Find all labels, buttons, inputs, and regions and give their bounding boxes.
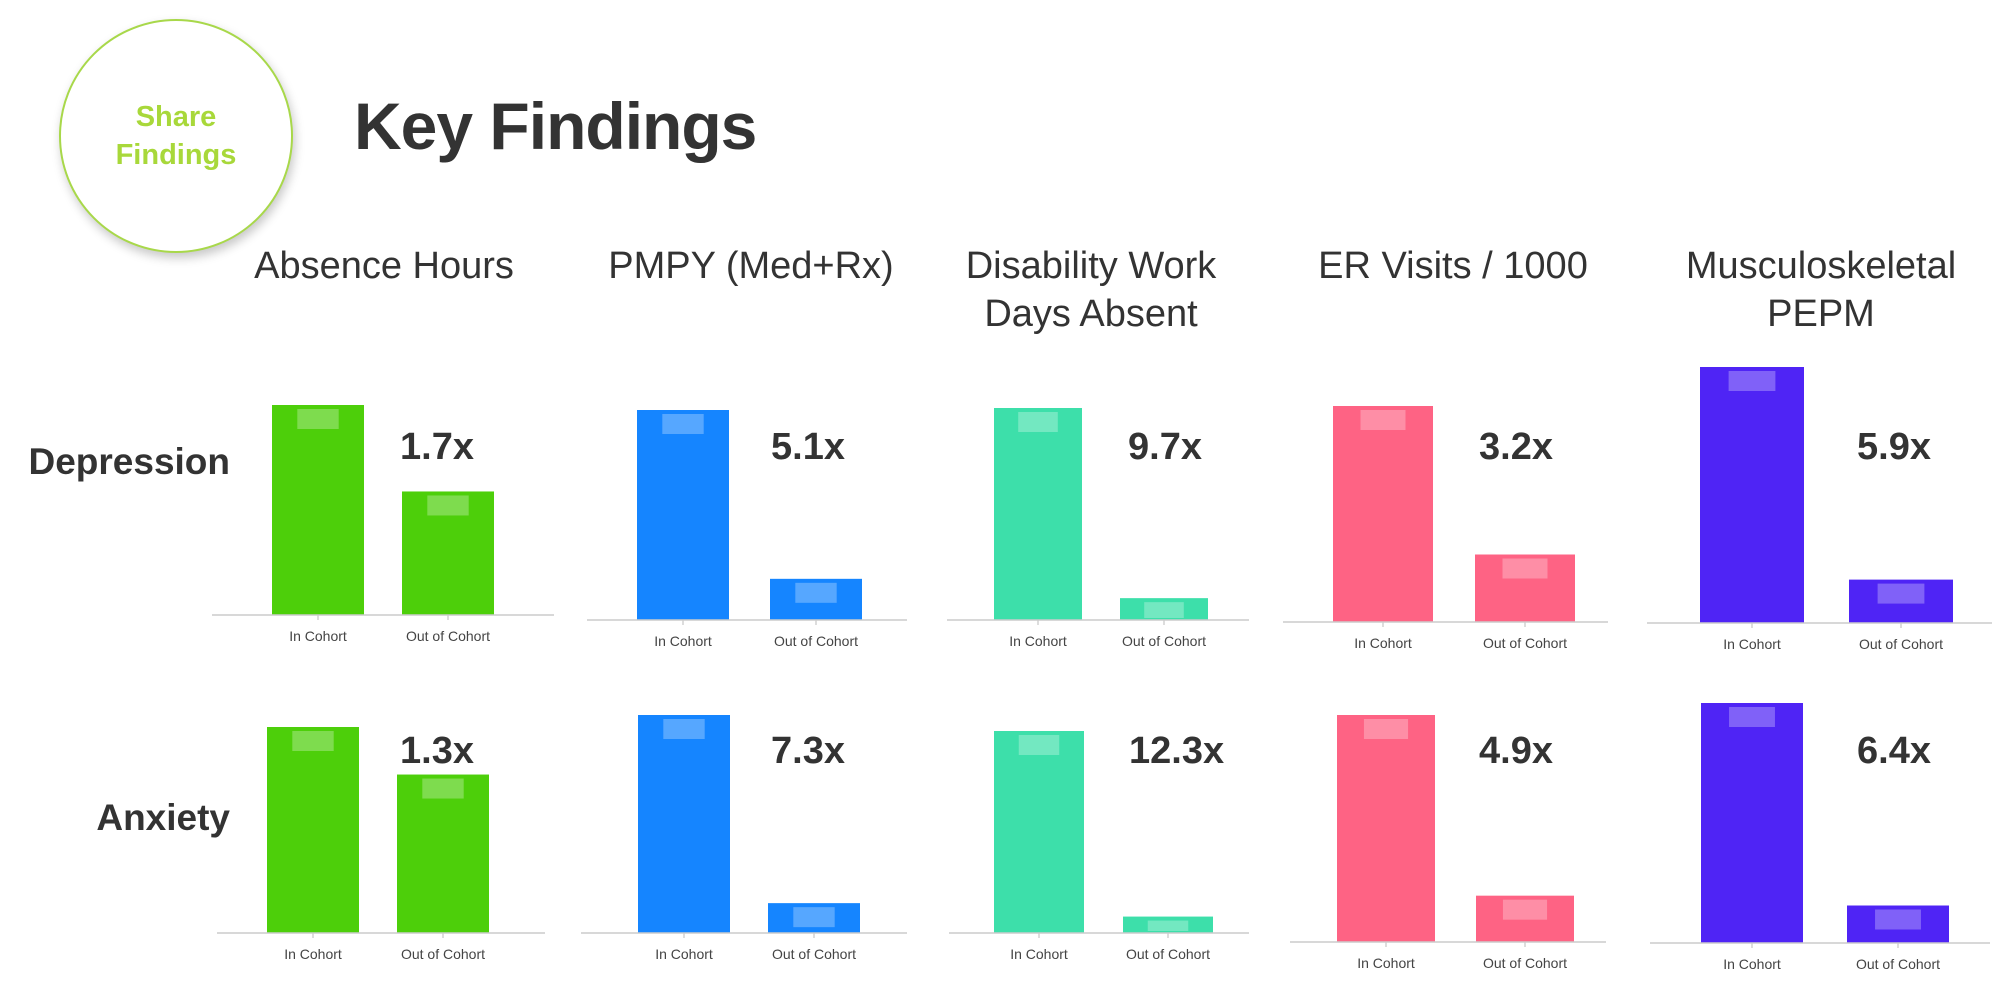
blurred-value-label [795,582,837,603]
x-tick-label: Out of Cohort [406,628,490,644]
column-title-absence-hours: Absence Hours [254,245,514,287]
bar-in-cohort-anxiety-pmpy-med-rx [638,715,730,933]
blurred-value-label [1877,583,1925,604]
blurred-value-label [1018,412,1058,432]
blurred-value-label [1363,719,1409,739]
x-tick-label: In Cohort [1723,956,1781,972]
share-findings-badge: Share Findings [59,19,293,253]
x-tick-label: Out of Cohort [401,946,485,962]
row-label-anxiety: Anxiety [96,797,230,838]
badge-label: Share Findings [115,101,237,171]
chart-depression-absence-hours: In Cohort Out of Cohort [212,405,554,644]
x-tick-label: Out of Cohort [772,946,856,962]
multiplier-anxiety-er-visits-1000: 4.9x [1479,730,1553,772]
x-tick-label: Out of Cohort [1483,635,1567,651]
chart-depression-er-visits-1000: In Cohort Out of Cohort [1283,406,1608,651]
blurred-value-label [1502,558,1548,579]
x-tick-label: Out of Cohort [1856,956,1940,972]
x-tick-label: Out of Cohort [1122,633,1206,649]
blurred-value-label [793,907,835,928]
chart-anxiety-disability-work-days-absent: In Cohort Out of Cohort [949,731,1249,962]
row-label-depression: Depression [28,441,230,482]
blurred-value-label [422,778,464,799]
blurred-value-label [662,414,704,434]
multiplier-depression-er-visits-1000: 3.2x [1479,426,1553,468]
bar-in-cohort-anxiety-disability-work-days-absent [994,731,1084,933]
chart-depression-pmpy-med-rx: In Cohort Out of Cohort [587,410,907,649]
bar-out-of-cohort-depression-absence-hours [402,491,494,615]
bar-out-of-cohort-depression-pmpy-med-rx [770,578,862,620]
blurred-value-label [427,495,469,516]
bar-out-of-cohort-depression-er-visits-1000 [1475,554,1575,622]
bar-out-of-cohort-depression-disability-work-days-absent [1120,598,1208,620]
column-title-er-visits: ER Visits / 1000 [1318,245,1588,287]
x-tick-label: In Cohort [284,946,342,962]
bar-out-of-cohort-anxiety-absence-hours [397,774,489,933]
column-title-musculoskeletal: Musculoskeletal PEPM [1685,245,1957,335]
blurred-value-label [1147,920,1189,931]
x-tick-label: Out of Cohort [774,633,858,649]
multiplier-depression-musculoskeletal-pepm: 5.9x [1857,426,1931,468]
bar-out-of-cohort-anxiety-disability-work-days-absent [1123,916,1213,933]
x-tick-label: In Cohort [1009,633,1067,649]
chart-anxiety-er-visits-1000: In Cohort Out of Cohort [1290,715,1606,971]
chart-depression-musculoskeletal-pepm: In Cohort Out of Cohort [1647,367,1992,652]
bar-in-cohort-depression-musculoskeletal-pepm [1700,367,1804,623]
x-tick-label: In Cohort [1354,635,1412,651]
multiplier-anxiety-disability-work-days-absent: 12.3x [1129,730,1225,772]
blurred-value-label [1502,899,1548,920]
blurred-value-label [1018,735,1060,755]
blurred-value-label [663,719,705,739]
x-tick-label: In Cohort [655,946,713,962]
x-tick-label: In Cohort [654,633,712,649]
multiplier-depression-pmpy-med-rx: 5.1x [771,426,845,468]
chart-depression-disability-work-days-absent: In Cohort Out of Cohort [947,408,1249,649]
x-tick-label: Out of Cohort [1126,946,1210,962]
column-title-pmpy: PMPY (Med+Rx) [608,245,894,287]
x-tick-label: In Cohort [1723,636,1781,652]
bar-in-cohort-anxiety-absence-hours [267,727,359,933]
bar-out-of-cohort-depression-musculoskeletal-pepm [1849,579,1953,623]
bar-in-cohort-anxiety-musculoskeletal-pepm [1701,703,1803,943]
bar-in-cohort-depression-disability-work-days-absent [994,408,1082,620]
x-tick-label: In Cohort [1357,955,1415,971]
multiplier-depression-disability-work-days-absent: 9.7x [1128,426,1202,468]
column-title-disability: Disability Work Days Absent [965,245,1217,335]
bar-in-cohort-depression-absence-hours [272,405,364,615]
bar-in-cohort-anxiety-er-visits-1000 [1337,715,1435,942]
bar-out-of-cohort-anxiety-pmpy-med-rx [768,903,860,933]
chart-anxiety-absence-hours: In Cohort Out of Cohort [217,727,545,962]
blurred-value-label [1728,371,1776,391]
page-title: Key Findings [354,89,757,163]
bar-in-cohort-depression-pmpy-med-rx [637,410,729,620]
blurred-value-label [1360,410,1406,430]
x-tick-label: In Cohort [1010,946,1068,962]
blurred-value-label [1729,707,1775,727]
bar-in-cohort-depression-er-visits-1000 [1333,406,1433,622]
multiplier-anxiety-absence-hours: 1.3x [400,730,474,772]
multiplier-anxiety-pmpy-med-rx: 7.3x [771,730,845,772]
x-tick-label: Out of Cohort [1483,955,1567,971]
blurred-value-label [1144,602,1184,618]
chart-anxiety-musculoskeletal-pepm: In Cohort Out of Cohort [1650,703,1990,972]
blurred-value-label [1875,909,1921,930]
multiplier-depression-absence-hours: 1.7x [400,426,474,468]
x-tick-label: In Cohort [289,628,347,644]
blurred-value-label [292,731,334,751]
chart-anxiety-pmpy-med-rx: In Cohort Out of Cohort [581,715,907,962]
multiplier-anxiety-musculoskeletal-pepm: 6.4x [1857,730,1931,772]
x-tick-label: Out of Cohort [1859,636,1943,652]
bar-out-of-cohort-anxiety-musculoskeletal-pepm [1847,905,1949,943]
blurred-value-label [297,409,339,429]
bar-out-of-cohort-anxiety-er-visits-1000 [1476,895,1574,942]
